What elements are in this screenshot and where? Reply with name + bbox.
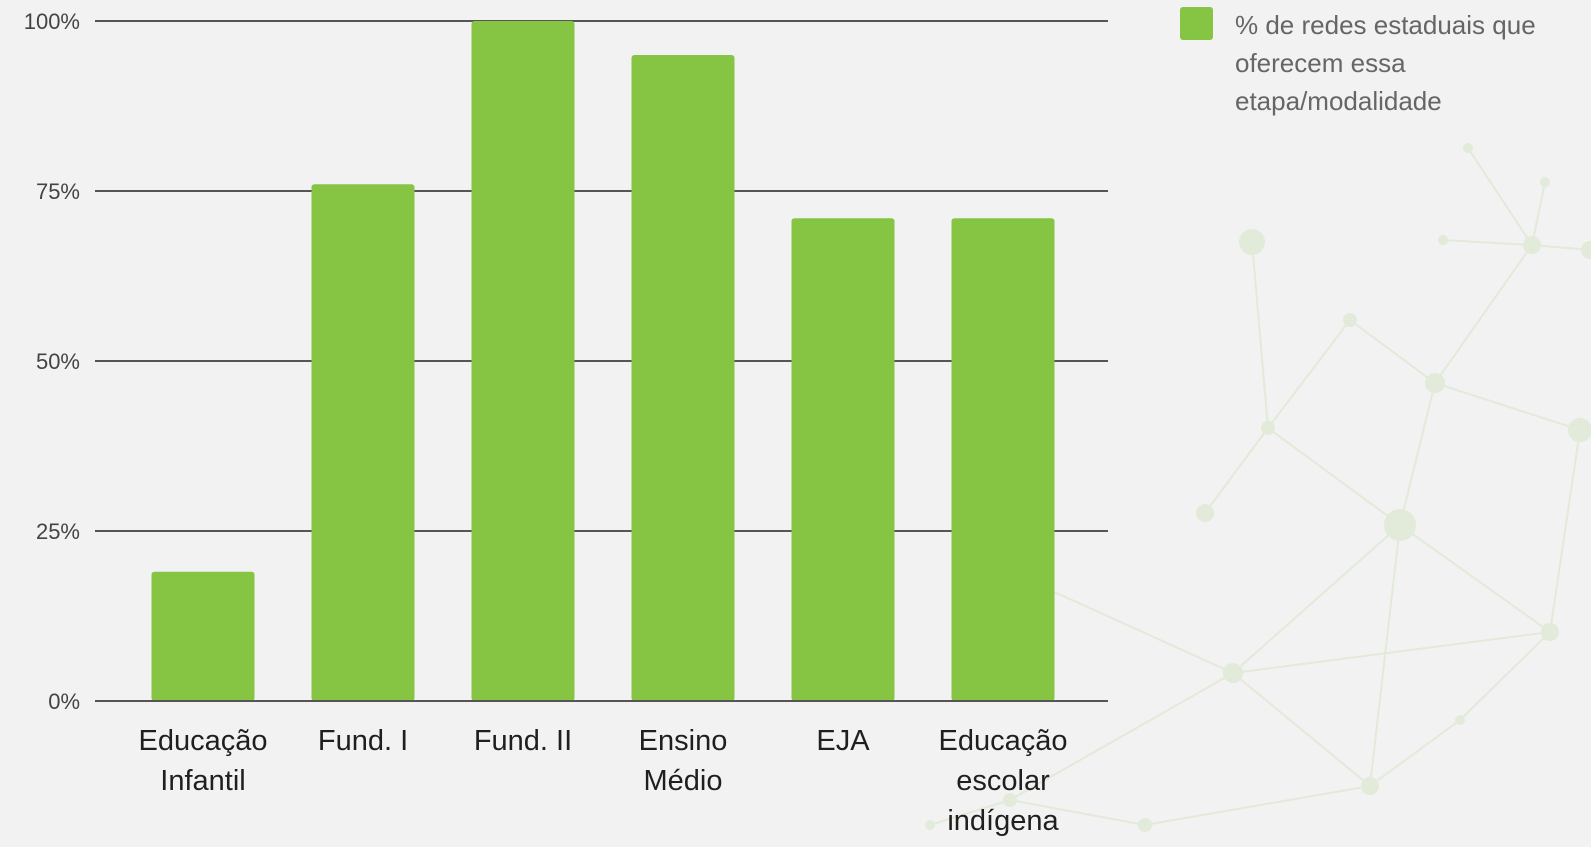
decor-node	[1438, 235, 1448, 245]
decor-edge	[1009, 672, 1234, 801]
decor-node	[1541, 623, 1559, 641]
x-category-label: Fund. I	[318, 725, 408, 757]
bar	[631, 55, 735, 701]
bars	[95, 21, 1108, 702]
decor-node	[1568, 418, 1591, 442]
decor-node	[1540, 177, 1550, 187]
decor-edge	[1349, 319, 1436, 384]
decor-edge	[1467, 147, 1533, 246]
decor-node	[1343, 313, 1357, 327]
decor-node	[1223, 663, 1243, 683]
decor-node	[1361, 777, 1379, 795]
decor-node	[1138, 818, 1152, 832]
decor-edge	[1204, 427, 1269, 514]
decor-edge	[1434, 382, 1581, 431]
decor-edge	[1232, 631, 1551, 674]
decor-edge	[1369, 524, 1401, 787]
decor-node	[1196, 504, 1214, 522]
decor-node	[925, 820, 935, 830]
y-tick-label: 50%	[36, 349, 80, 374]
y-axis-tick-labels: 0% 25% 50% 75% 100%	[24, 9, 80, 714]
legend-label: % de redes estaduais que oferecem essa e…	[1235, 10, 1536, 116]
bar	[471, 21, 575, 701]
decor-node	[1003, 793, 1017, 807]
x-category-label: Fund. II	[474, 725, 572, 757]
network-background-decoration	[925, 143, 1591, 832]
y-tick-label: 100%	[24, 9, 80, 34]
decor-edge	[1369, 719, 1461, 787]
decor-node	[1384, 509, 1416, 541]
decor-edge	[1399, 382, 1436, 526]
x-category-label: Educação escolar indígena	[939, 725, 1068, 837]
x-category-label: EJA	[816, 725, 870, 757]
decor-edge	[1399, 524, 1551, 633]
decor-node	[1523, 236, 1541, 254]
decor-edge	[1267, 319, 1351, 429]
decor-edge	[929, 799, 1011, 826]
decor-node	[1239, 229, 1265, 255]
decor-edge	[1049, 589, 1234, 674]
decor-node	[1463, 143, 1473, 153]
bar	[951, 218, 1055, 701]
decor-edge	[1009, 799, 1146, 826]
decor-edge	[1549, 429, 1581, 633]
decor-edge	[1531, 181, 1546, 246]
y-tick-label: 25%	[36, 519, 80, 544]
decor-node	[1261, 421, 1275, 435]
decor-edge	[1232, 672, 1371, 787]
x-category-label: Ensino Médio	[639, 725, 728, 797]
legend-swatch	[1180, 7, 1213, 40]
decor-edge	[1459, 631, 1551, 721]
bar	[151, 571, 255, 701]
y-tick-label: 75%	[36, 179, 80, 204]
bar	[311, 184, 415, 701]
decor-edge	[1232, 524, 1401, 674]
decor-edge	[1442, 239, 1533, 246]
legend: % de redes estaduais que oferecem essa e…	[1180, 6, 1580, 120]
decor-edge	[1144, 785, 1371, 826]
decor-edge	[1267, 427, 1401, 526]
decor-node	[1581, 241, 1591, 259]
x-axis-category-labels: Educação Infantil Fund. I Fund. II Ensino Méd…	[139, 725, 1068, 837]
decor-node	[1455, 715, 1465, 725]
decor-edge	[1434, 244, 1533, 384]
y-tick-label: 0%	[48, 689, 80, 714]
decor-edge	[1251, 241, 1269, 429]
bar	[791, 218, 895, 701]
x-category-label: Educação Infantil	[139, 725, 268, 797]
decor-node	[1425, 373, 1445, 393]
decor-edge	[1531, 244, 1591, 251]
